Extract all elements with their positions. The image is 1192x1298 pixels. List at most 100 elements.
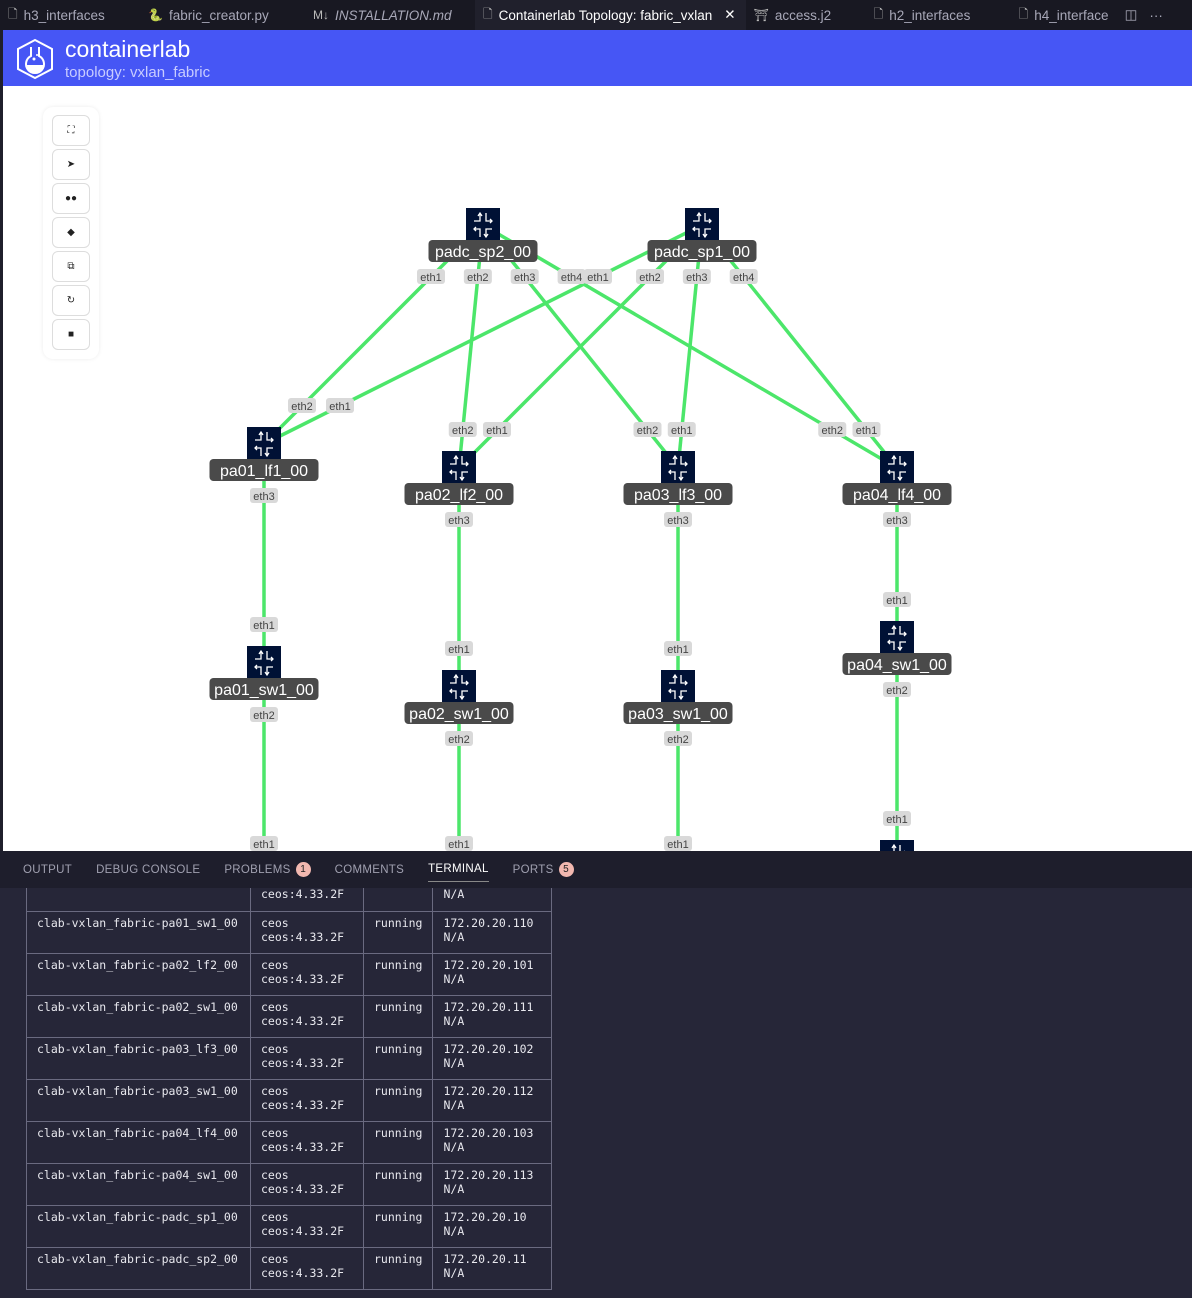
node-pa01_sw1_00[interactable]: pa01_sw1_00 [209, 646, 319, 700]
table-cell: ceos ceos:4.33.2F [250, 952, 364, 996]
panel-tab-comments[interactable]: COMMENTS [335, 858, 404, 882]
panel-tab-debug-console[interactable]: DEBUG CONSOLE [96, 858, 200, 882]
interface-label: eth2 [250, 707, 278, 722]
table-cell: 172.20.20.101 N/A [432, 952, 553, 996]
svg-text:eth1: eth1 [886, 595, 907, 607]
interface-labels: eth1 eth2 eth2 eth2 eth3 eth2 eth4 eth2 eth1 eth1… [250, 269, 911, 851]
node-pa02_lf2_00[interactable]: pa02_lf2_00 [404, 451, 514, 505]
table-cell: 172.20.20.111 N/A [432, 994, 553, 1038]
interface-label: eth3 [664, 512, 692, 527]
svg-text:eth3: eth3 [448, 515, 469, 527]
editor-tab[interactable]: ⛩ access.j2 [746, 0, 866, 30]
svg-text:eth2: eth2 [639, 272, 660, 284]
interface-label: eth3 [510, 269, 539, 284]
svg-text:eth1: eth1 [667, 839, 688, 851]
interface-label: eth2 [448, 422, 477, 437]
table-cell: running [362, 910, 434, 954]
table-row: clab-vxlan_fabric-pa03_lf3_00 ceos ceos:4… [26, 1036, 553, 1080]
node-label: pa04_sw1_00 [847, 657, 947, 674]
count-badge: 1 [295, 862, 311, 877]
editor-tab[interactable]: 🗋 h3_interfaces [0, 0, 140, 30]
table-row: clab-vxlan_fabric-pa04_lf4_00 ceos ceos:4… [26, 1120, 553, 1164]
interface-label: eth4 [729, 269, 758, 284]
panel-tab-terminal[interactable]: TERMINAL [428, 858, 489, 882]
count-badge: 5 [558, 862, 574, 877]
panel-tab-label: DEBUG CONSOLE [96, 863, 201, 876]
tag-button[interactable]: ◆ [52, 217, 90, 248]
svg-text:eth1: eth1 [253, 839, 274, 851]
interface-label: eth2 [664, 731, 692, 746]
router-icon [442, 451, 476, 485]
table-cell: running [362, 994, 434, 1038]
node-pa04_lf4_00[interactable]: pa04_lf4_00 [842, 451, 952, 505]
editor-tab[interactable]: 🗋 Containerlab Topology: fabric_vxlan ✕ [475, 0, 746, 30]
interface-label: eth1 [417, 269, 445, 284]
node-pa02_sw1_00[interactable]: pa02_sw1_00 [404, 670, 514, 724]
split-editor-icon[interactable]: ◫ [1124, 7, 1138, 22]
table-cell: clab-vxlan_fabric-pa03_lf3_00 [26, 1036, 251, 1080]
table-cell: ceos ceos:4.33.2F [250, 994, 364, 1038]
svg-text:eth2: eth2 [467, 272, 488, 284]
close-icon[interactable]: ✕ [724, 7, 736, 22]
node-host4[interactable]: host4 [870, 840, 925, 851]
panel-tab-problems[interactable]: PROBLEMS 1 [224, 858, 311, 882]
interface-label: eth1 [852, 422, 881, 437]
svg-text:eth3: eth3 [253, 491, 274, 503]
more-actions-icon[interactable]: ··· [1149, 7, 1163, 23]
table-row: clab-vxlan_fabric-pa04_sw1_00 ceos ceos:4… [26, 1162, 553, 1206]
svg-text:eth1: eth1 [253, 620, 274, 632]
reload-icon: ↻ [66, 295, 76, 306]
topology-canvas[interactable]: eth1 eth2 eth2 eth2 eth3 eth2 eth4 eth2 eth1 eth1… [3, 86, 1192, 851]
router-icon [661, 451, 695, 485]
node-label: pa03_lf3_00 [634, 487, 722, 504]
table-cell: ceos ceos:4.33.2F [250, 910, 364, 954]
node-pa03_sw1_00[interactable]: pa03_sw1_00 [623, 670, 733, 724]
tab-label: INSTALLATION.md [335, 7, 452, 23]
svg-text:eth2: eth2 [448, 734, 469, 746]
binoculars-icon: ●● [64, 193, 78, 204]
table-cell: 172.20.20.102 N/A [432, 1036, 553, 1080]
interface-label: eth3 [883, 512, 911, 527]
node-pa04_sw1_00[interactable]: pa04_sw1_00 [842, 621, 952, 675]
table-cell: running [362, 1162, 434, 1206]
binoculars-button[interactable]: ●● [52, 183, 90, 214]
node-label: pa01_lf1_00 [220, 463, 308, 480]
interface-label: eth1 [883, 811, 911, 826]
editor-tab[interactable]: 🗋 h2_interfaces [866, 0, 1011, 30]
table-cell: running [362, 1246, 434, 1290]
panel-tab-output[interactable]: OUTPUT [23, 858, 72, 882]
editor-tab[interactable]: 🐍 fabric_creator.py [140, 0, 305, 30]
editor-tab[interactable]: M↓ INSTALLATION.md [305, 0, 475, 30]
table-cell [362, 888, 434, 912]
interface-label: eth2 [883, 682, 911, 697]
editor-tab[interactable]: 🗋 h4_interface [1011, 0, 1119, 30]
table-cell: clab-vxlan_fabric-padc_sp2_00 [26, 1246, 251, 1290]
topology-graph[interactable]: eth1 eth2 eth2 eth2 eth3 eth2 eth4 eth2 eth1 eth1… [3, 86, 1192, 851]
nodes: padc_sp2_00 padc_sp1_00 pa01_lf1_00 pa02_lf… [209, 208, 952, 851]
interface-label: eth1 [445, 836, 473, 851]
interface-label: eth2 [818, 422, 847, 437]
node-pa01_lf1_00[interactable]: pa01_lf1_00 [209, 427, 319, 481]
svg-text:eth1: eth1 [420, 272, 441, 284]
node-padc_sp2_00[interactable]: padc_sp2_00 [428, 208, 538, 262]
add-node-button[interactable]: ⧉ [52, 251, 90, 282]
interface-label: eth2 [636, 269, 664, 284]
router-icon [466, 208, 500, 242]
svg-text:eth1: eth1 [587, 272, 608, 284]
save-button[interactable]: ■ [52, 319, 90, 350]
interface-label: eth1 [250, 617, 278, 632]
router-icon [880, 451, 914, 485]
terminal[interactable]: ceos:4.33.2F N/A clab-vxlan_fabric-pa01_sw… [0, 888, 1192, 1298]
node-padc_sp1_00[interactable]: padc_sp1_00 [647, 208, 757, 262]
fit-view-button[interactable]: ⛶ [52, 115, 90, 146]
panel-tab-label: PROBLEMS [224, 863, 291, 876]
reload-button[interactable]: ↻ [52, 285, 90, 316]
panel-tab-label: OUTPUT [23, 863, 73, 876]
node-pa03_lf3_00[interactable]: pa03_lf3_00 [623, 451, 733, 505]
send-button[interactable]: ➤ [52, 149, 90, 180]
svg-text:eth1: eth1 [486, 425, 507, 437]
save-icon: ■ [67, 329, 75, 340]
tab-label: h4_interface [1034, 7, 1109, 23]
interface-label: eth1 [326, 398, 354, 413]
panel-tab-ports[interactable]: PORTS 5 [513, 858, 574, 882]
